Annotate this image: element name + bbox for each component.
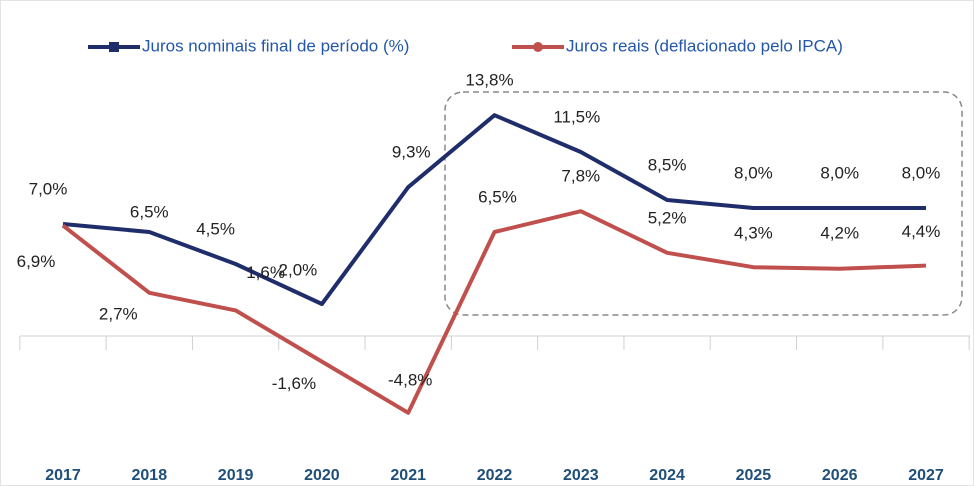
x-tick-label: 2024	[649, 467, 685, 484]
x-tick-label: 2027	[908, 467, 944, 484]
data-label: 5,2%	[648, 208, 687, 227]
data-label: 4,3%	[734, 224, 773, 243]
x-tick-label: 2017	[45, 467, 81, 484]
legend-label: Juros reais (deflacionado pelo IPCA)	[566, 36, 843, 55]
legend-marker	[533, 42, 543, 52]
data-label: 2,7%	[99, 304, 138, 323]
series-line	[61, 209, 927, 415]
data-label: 7,0%	[29, 179, 68, 198]
data-label: 8,0%	[902, 163, 941, 182]
x-tick-label: 2018	[132, 467, 168, 484]
data-label: -1,6%	[272, 374, 316, 393]
data-label: 8,5%	[648, 155, 687, 174]
data-label: 6,5%	[130, 202, 169, 221]
data-label: 8,0%	[734, 163, 773, 182]
x-tick-label: 2023	[563, 467, 599, 484]
data-label: 1,6%	[246, 263, 285, 282]
data-label: 9,3%	[392, 143, 431, 162]
data-label: 4,4%	[902, 222, 941, 241]
data-label: 11,5%	[553, 107, 600, 126]
data-label: 13,8%	[465, 71, 513, 90]
legend-marker	[109, 42, 119, 52]
data-label: 8,0%	[820, 163, 859, 182]
x-tick-label: 2021	[390, 467, 426, 484]
data-label: 2,0%	[279, 260, 318, 279]
data-label: 4,5%	[196, 219, 235, 238]
forecast-box	[444, 91, 963, 316]
data-label: 6,5%	[478, 187, 517, 206]
data-label: 6,9%	[17, 252, 56, 271]
x-tick-label: 2019	[218, 467, 254, 484]
data-label: 7,8%	[561, 167, 600, 186]
legend-label: Juros nominais final de período (%)	[142, 36, 409, 55]
x-tick-label: 2025	[736, 467, 772, 484]
x-tick-label: 2026	[822, 467, 858, 484]
data-label: -4,8%	[388, 370, 432, 389]
x-tick-label: 2020	[304, 467, 340, 484]
series-line	[62, 113, 926, 306]
data-label: 4,2%	[820, 223, 859, 242]
x-tick-label: 2022	[477, 467, 513, 484]
